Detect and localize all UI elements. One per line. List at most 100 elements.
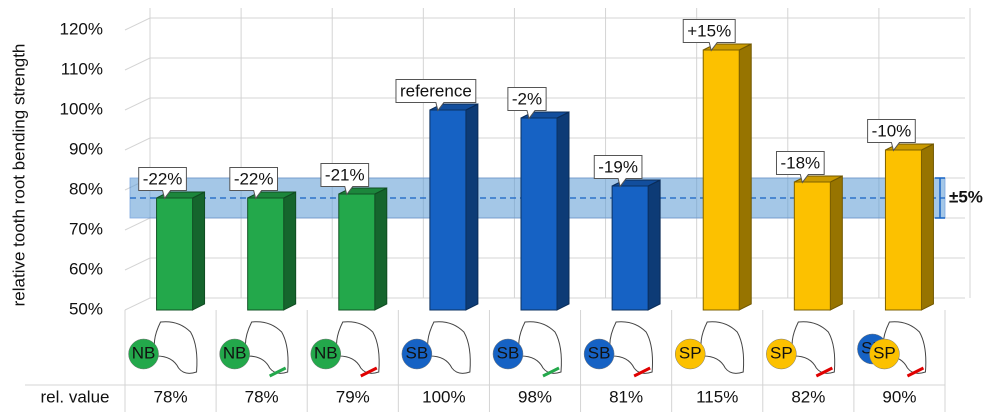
process-icon (492, 338, 524, 370)
y-tick-label: 90% (69, 139, 103, 158)
process-icon-label: NB (314, 343, 338, 362)
annotation: -22% (138, 166, 187, 200)
value-label: 115% (696, 387, 738, 406)
annotation-label: -19% (598, 157, 638, 176)
grid-line (124, 57, 965, 71)
row-label: rel. value (41, 387, 110, 406)
tooth-icon (244, 321, 289, 374)
bar (611, 185, 649, 311)
bar (429, 109, 467, 311)
y-tick-label: 110% (61, 59, 103, 78)
tooth-icon (153, 321, 198, 374)
tooth-edge (906, 366, 925, 378)
annotation-label: -18% (780, 153, 820, 172)
tooth-edge (633, 366, 651, 378)
bar-side (647, 179, 661, 311)
y-tick-label: 50% (69, 299, 103, 318)
y-tick-label: 70% (69, 219, 103, 238)
annotation-box (395, 78, 477, 112)
process-icon (766, 338, 797, 370)
annotation-box (682, 18, 736, 52)
process-icon-label: SB (588, 343, 611, 362)
process-icon-label: SB (497, 343, 520, 362)
bar (702, 49, 740, 311)
annotation-box (138, 166, 187, 200)
bar-side (192, 191, 206, 311)
value-label: 78% (245, 387, 279, 406)
annotation: -19% (593, 154, 643, 188)
process-icon (128, 338, 159, 370)
bar-side (465, 103, 479, 311)
bar (884, 149, 922, 311)
annotation-label: -21% (325, 165, 365, 184)
annotation: -21% (320, 162, 370, 196)
process-icon-label: SP (770, 343, 793, 362)
annotation-label: reference (400, 81, 472, 100)
annotation-box (867, 118, 916, 152)
annotation: -2% (507, 86, 547, 120)
y-tick-label: 100% (60, 99, 103, 118)
bar-side (920, 143, 934, 311)
tooth-icon (609, 321, 653, 374)
tooth-edge (815, 366, 834, 378)
annotation-label: -10% (872, 121, 912, 140)
annotation: -22% (229, 166, 279, 200)
bar-side (283, 191, 297, 311)
tooth-icon (518, 321, 562, 374)
annotation: -10% (867, 118, 916, 152)
bar (793, 181, 831, 311)
tooth-icon (700, 321, 745, 374)
process-icon (401, 338, 433, 370)
bar-side (738, 43, 752, 311)
process-icon-label: SB (406, 343, 429, 362)
y-axis-label: relative tooth root bending strength (9, 44, 28, 307)
process-icon (583, 338, 615, 370)
bar-side (374, 187, 388, 311)
annotation-label: -22% (143, 169, 183, 188)
process-icon (869, 338, 900, 370)
value-label: 100% (422, 387, 465, 406)
value-label: 98% (518, 387, 552, 406)
y-tick-label: 120% (60, 19, 103, 38)
bar-side (556, 111, 570, 311)
annotation-label: +15% (687, 21, 731, 40)
tooth-edge (542, 366, 560, 378)
annotation-box (775, 150, 825, 184)
grid-line (124, 17, 965, 31)
process-icon-label: SP (679, 343, 702, 362)
bar (520, 117, 558, 311)
y-tick-label: 60% (69, 259, 103, 278)
tooth-icon (336, 321, 380, 374)
tooth-icon (791, 321, 836, 374)
bar (338, 193, 376, 311)
bar-side (829, 175, 843, 311)
annotation: -18% (775, 150, 825, 184)
annotation: reference (395, 78, 477, 112)
tooth-edge (360, 366, 378, 378)
process-icon-label: NB (132, 343, 156, 362)
process-icon-label: SP (873, 343, 896, 362)
process-icon-label: NB (223, 343, 247, 362)
process-icon (674, 338, 706, 370)
value-label: 79% (336, 387, 370, 406)
annotation-box (229, 166, 279, 200)
y-tick-label: 80% (69, 179, 103, 198)
bar (247, 197, 285, 311)
value-label: 82% (791, 387, 825, 406)
bar (156, 197, 194, 311)
process-icon (310, 338, 342, 370)
value-label: 90% (882, 387, 916, 406)
value-label: 78% (154, 387, 188, 406)
annotation-label: -2% (512, 89, 542, 108)
annotation-box (507, 86, 547, 120)
annotation-box (320, 162, 370, 196)
tooth-edge (268, 366, 287, 378)
band-label: ±5% (949, 187, 983, 206)
process-icon (219, 338, 250, 370)
value-label: 81% (609, 387, 643, 406)
annotation: +15% (682, 18, 736, 52)
tooth-icon (427, 321, 471, 374)
annotation-label: -22% (234, 169, 274, 188)
annotation-box (593, 154, 643, 188)
